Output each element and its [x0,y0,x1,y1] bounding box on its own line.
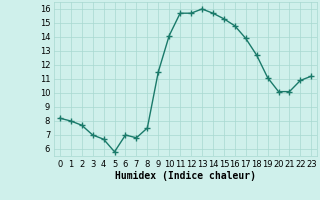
X-axis label: Humidex (Indice chaleur): Humidex (Indice chaleur) [115,171,256,181]
